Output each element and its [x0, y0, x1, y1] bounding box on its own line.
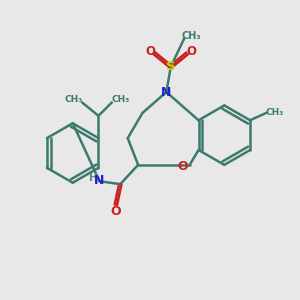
Text: O: O [110, 205, 121, 218]
Text: N: N [94, 174, 105, 187]
Text: CH₃: CH₃ [112, 95, 130, 104]
Text: CH₃: CH₃ [266, 108, 284, 117]
Text: O: O [145, 44, 155, 58]
Text: CH₃: CH₃ [182, 31, 201, 40]
Text: O: O [178, 160, 188, 173]
Text: S: S [166, 60, 175, 73]
Text: H: H [88, 173, 97, 183]
Text: N: N [161, 85, 172, 98]
Text: CH₃: CH₃ [64, 95, 82, 104]
Text: O: O [187, 44, 196, 58]
